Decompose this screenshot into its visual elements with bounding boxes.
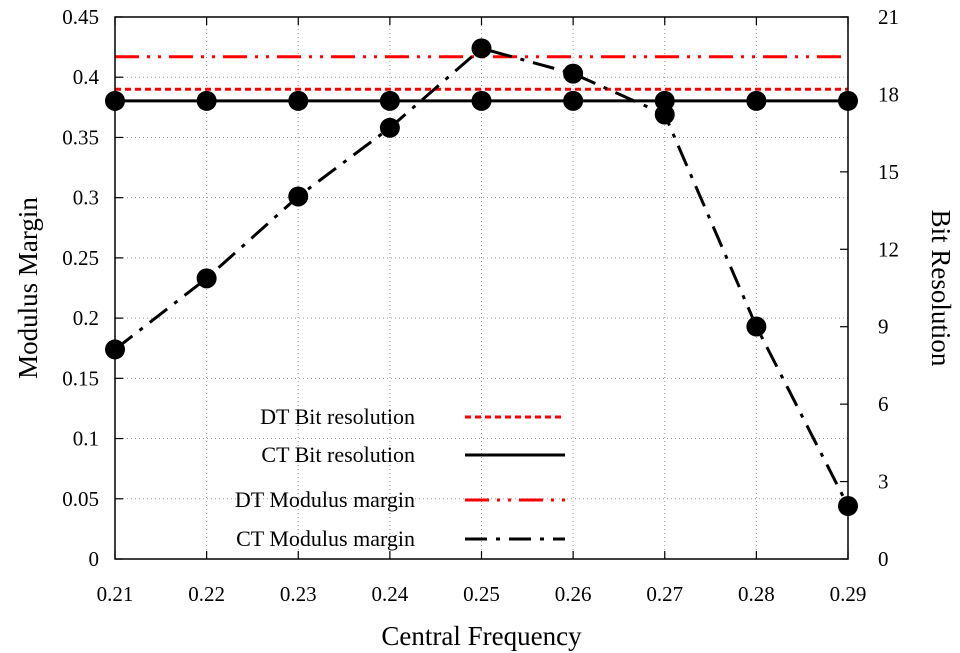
- data-point-ct-modulus-margin: [746, 316, 767, 337]
- data-point-ct-modulus-margin: [654, 104, 675, 125]
- y-tick-label: 0.15: [62, 366, 99, 390]
- y2-tick-label: 15: [878, 160, 899, 184]
- data-point-ct-bit-resolution: [288, 90, 309, 111]
- series-markers: [105, 38, 858, 517]
- data-point-ct-modulus-margin: [471, 38, 492, 59]
- tick-labels: 0.21 0.22 0.23 0.24 0.25 0.26 0.27 0.28 0.2900.0…: [62, 5, 899, 606]
- y2-tick-label: 6: [878, 392, 889, 416]
- x-tick-label: 0.27: [646, 582, 683, 606]
- data-point-ct-bit-resolution: [379, 90, 400, 111]
- x-axis-title: Central Frequency: [381, 621, 582, 651]
- y2-tick-label: 12: [878, 237, 899, 261]
- y-tick-label: 0: [89, 547, 100, 571]
- y-tick-label: 0.4: [73, 65, 100, 89]
- legend-label-dt-modulus-margin: DT Modulus margin: [235, 487, 415, 512]
- x-tick-label: 0.28: [738, 582, 775, 606]
- y2-tick-label: 9: [878, 315, 889, 339]
- legend-label-dt-bit-resolution: DT Bit resolution: [260, 404, 415, 429]
- data-point-ct-bit-resolution: [654, 90, 675, 111]
- legend-label-ct-bit-resolution: CT Bit resolution: [261, 442, 415, 467]
- x-tick-label: 0.22: [188, 582, 225, 606]
- legend-label-ct-modulus-margin: CT Modulus margin: [236, 526, 415, 551]
- y-axis-title: Modulus Margin: [13, 197, 43, 379]
- data-point-ct-bit-resolution: [746, 90, 767, 111]
- y2-tick-label: 0: [878, 547, 889, 571]
- x-tick-label: 0.24: [372, 582, 409, 606]
- data-point-ct-modulus-margin: [379, 117, 400, 138]
- y-tick-label: 0.05: [62, 487, 99, 511]
- y-tick-label: 0.1: [73, 427, 99, 451]
- data-point-ct-bit-resolution: [563, 90, 584, 111]
- axis-ticks: [114, 16, 849, 560]
- data-point-ct-modulus-margin: [288, 186, 309, 207]
- y2-tick-label: 3: [878, 470, 889, 494]
- x-tick-label: 0.26: [555, 582, 592, 606]
- y-tick-label: 0.35: [62, 125, 99, 149]
- y-tick-label: 0.45: [62, 5, 99, 29]
- y2-tick-label: 18: [878, 82, 899, 106]
- y-tick-label: 0.3: [73, 186, 99, 210]
- data-point-ct-bit-resolution: [196, 90, 217, 111]
- x-tick-label: 0.25: [463, 582, 500, 606]
- legend: DT Bit resolution CT Bit resolution DT M…: [235, 404, 565, 551]
- data-point-ct-modulus-margin: [563, 63, 584, 84]
- x-tick-label: 0.29: [830, 582, 867, 606]
- legend-swatches: [465, 415, 565, 541]
- y2-axis-title: Bit Resolution: [926, 210, 956, 367]
- data-point-ct-bit-resolution: [471, 90, 492, 111]
- data-point-ct-modulus-margin: [196, 268, 217, 289]
- y-tick-label: 0.2: [73, 306, 99, 330]
- x-tick-label: 0.23: [280, 582, 317, 606]
- y2-tick-label: 21: [878, 5, 899, 29]
- y-tick-label: 0.25: [62, 246, 99, 270]
- x-tick-label: 0.21: [97, 582, 134, 606]
